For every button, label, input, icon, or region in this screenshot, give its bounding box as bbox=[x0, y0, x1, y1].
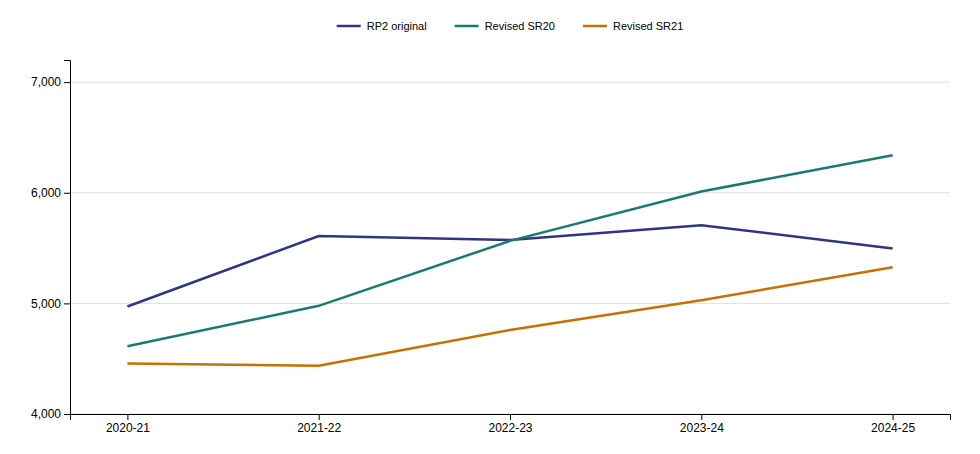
tick-label: 2023-24 bbox=[680, 421, 724, 435]
legend-item: Revised SR21 bbox=[583, 20, 683, 32]
tick: 5,000 bbox=[31, 297, 70, 311]
tick-mark bbox=[127, 414, 128, 420]
x-axis: 2020-21 2021-22 2022-23 2023-24 2024-25 bbox=[71, 414, 951, 435]
grid-line bbox=[70, 303, 950, 304]
tick-mark bbox=[64, 193, 70, 194]
legend-swatch bbox=[455, 25, 479, 28]
tick: 2021-22 bbox=[297, 414, 341, 435]
tick-label: 5,000 bbox=[31, 297, 61, 311]
tick-mark bbox=[510, 414, 511, 420]
legend-swatch bbox=[583, 25, 607, 28]
tick-label: 6,000 bbox=[31, 186, 61, 200]
tick-label: 2021-22 bbox=[297, 421, 341, 435]
y-axis: 4,000 5,000 6,000 7,000 bbox=[31, 61, 71, 422]
legend-label: Revised SR20 bbox=[485, 20, 555, 32]
legend: RP2 original Revised SR20 Revised SR21 bbox=[337, 20, 684, 32]
tick: 2024-25 bbox=[871, 414, 915, 435]
legend-item: RP2 original bbox=[337, 20, 427, 32]
series-line bbox=[127, 267, 892, 365]
tick-label: 2024-25 bbox=[871, 421, 915, 435]
tick-mark bbox=[319, 414, 320, 420]
tick: 4,000 bbox=[31, 407, 70, 421]
tick: 7,000 bbox=[31, 75, 70, 89]
grid-line bbox=[70, 82, 950, 83]
series-group bbox=[127, 155, 892, 365]
grid bbox=[70, 82, 950, 414]
series-line bbox=[127, 225, 892, 306]
tick-mark bbox=[64, 414, 70, 415]
tick-mark bbox=[893, 414, 894, 420]
tick-label: 2020-21 bbox=[106, 421, 150, 435]
legend-swatch bbox=[337, 25, 361, 28]
tick-mark bbox=[64, 303, 70, 304]
legend-label: RP2 original bbox=[367, 20, 427, 32]
tick: 6,000 bbox=[31, 186, 70, 200]
tick-mark bbox=[701, 414, 702, 420]
tick: 2023-24 bbox=[680, 414, 724, 435]
tick-label: 7,000 bbox=[31, 75, 61, 89]
tick: 2022-23 bbox=[488, 414, 532, 435]
chart: 4,000 5,000 6,000 7,000 2020-21 2021-22 2022-2… bbox=[0, 0, 980, 454]
tick-label: 4,000 bbox=[31, 407, 61, 421]
series-line bbox=[127, 155, 892, 346]
tick-label: 2022-23 bbox=[488, 421, 532, 435]
legend-label: Revised SR21 bbox=[613, 20, 683, 32]
legend-item: Revised SR20 bbox=[455, 20, 555, 32]
grid-line bbox=[70, 192, 950, 193]
plot: 4,000 5,000 6,000 7,000 2020-21 2021-22 2022-2… bbox=[31, 61, 951, 435]
axis-line bbox=[64, 61, 71, 415]
tick: 2020-21 bbox=[106, 414, 150, 435]
axis-line bbox=[71, 415, 951, 421]
tick-mark bbox=[64, 82, 70, 83]
